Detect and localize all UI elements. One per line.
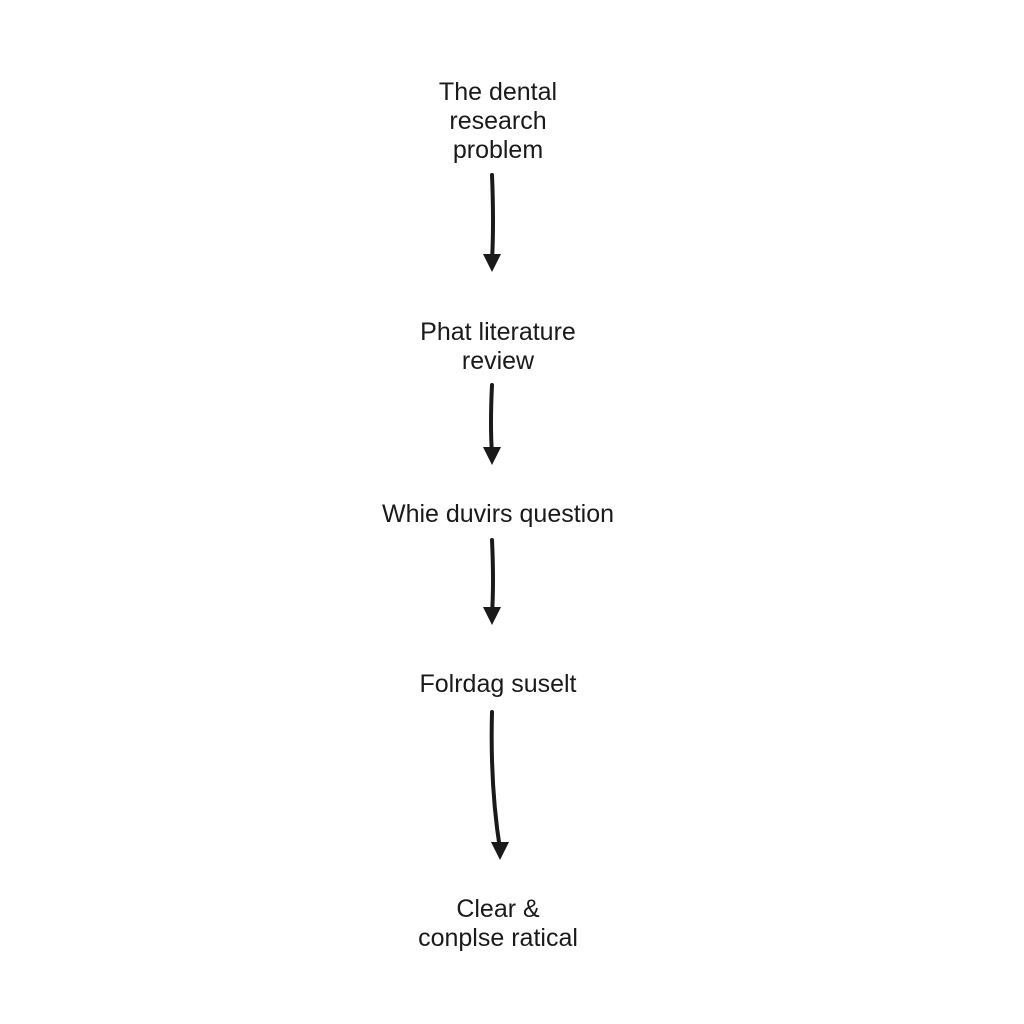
flowchart-node: Phat literature review xyxy=(420,318,576,376)
flowchart-node: Whie duvirs question xyxy=(382,500,614,529)
flowchart-canvas: The dental research problem Phat literat… xyxy=(0,0,1024,1024)
flowchart-node: The dental research problem xyxy=(439,78,557,164)
flowchart-node: Clear & conplse ratical xyxy=(418,895,578,953)
flowchart-node: Folrdag suselt xyxy=(419,670,576,699)
